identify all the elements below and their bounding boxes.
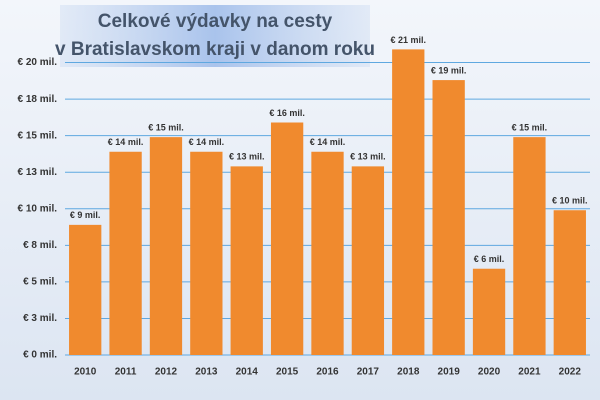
data-label: € 15 mil.: [512, 123, 548, 133]
y-tick-label: € 18 mil.: [18, 94, 58, 105]
x-tick-label: 2018: [397, 367, 420, 378]
bar: [472, 268, 506, 355]
data-label: € 14 mil.: [108, 137, 144, 147]
x-tick-label: 2016: [316, 367, 339, 378]
x-tick-label: 2020: [478, 367, 501, 378]
bar: [351, 166, 385, 355]
x-tick-label: 2014: [236, 367, 259, 378]
data-label: € 14 mil.: [310, 137, 346, 147]
y-tick-label: € 10 mil.: [18, 203, 58, 214]
y-tick-label: € 8 mil.: [23, 240, 57, 251]
chart-title: Celkové výdavky na cesty: [98, 11, 333, 32]
bar: [513, 137, 546, 355]
bar: [109, 151, 142, 355]
y-tick-label: € 13 mil.: [18, 167, 58, 178]
data-label: € 14 mil.: [189, 137, 225, 147]
y-tick-label: € 20 mil.: [18, 57, 58, 68]
x-tick-label: 2015: [276, 367, 299, 378]
bar: [69, 224, 102, 355]
x-tick-label: 2017: [357, 367, 380, 378]
chart-title: v Bratislavskom kraji v danom roku: [55, 39, 375, 60]
title-box: [60, 5, 370, 67]
data-label: € 21 mil.: [391, 35, 427, 45]
y-tick-label: € 3 mil.: [23, 313, 57, 324]
bar: [270, 122, 304, 355]
data-label: € 6 mil.: [474, 254, 505, 264]
bar: [392, 49, 425, 355]
bar: [432, 80, 465, 355]
x-tick-label: 2022: [559, 367, 582, 378]
data-label: € 9 mil.: [70, 210, 101, 220]
x-tick-label: 2021: [518, 367, 541, 378]
data-label: € 19 mil.: [431, 65, 467, 75]
bar: [149, 137, 183, 355]
y-tick-label: € 5 mil.: [23, 277, 57, 288]
x-tick-label: 2012: [155, 367, 178, 378]
x-tick-label: 2011: [115, 367, 137, 378]
x-tick-label: 2013: [195, 367, 218, 378]
x-tick-label: 2010: [74, 367, 97, 378]
data-label: € 13 mil.: [350, 152, 386, 162]
x-tick-label: 2019: [438, 367, 461, 378]
bar: [311, 151, 344, 355]
data-label: € 16 mil.: [269, 108, 305, 118]
data-label: € 15 mil.: [148, 123, 184, 133]
bar: [553, 210, 586, 355]
data-label: € 10 mil.: [552, 196, 588, 206]
bar: [190, 151, 223, 355]
bar: [230, 166, 263, 355]
data-label: € 13 mil.: [229, 152, 265, 162]
y-tick-label: € 0 mil.: [23, 350, 57, 361]
y-tick-label: € 15 mil.: [18, 130, 58, 141]
